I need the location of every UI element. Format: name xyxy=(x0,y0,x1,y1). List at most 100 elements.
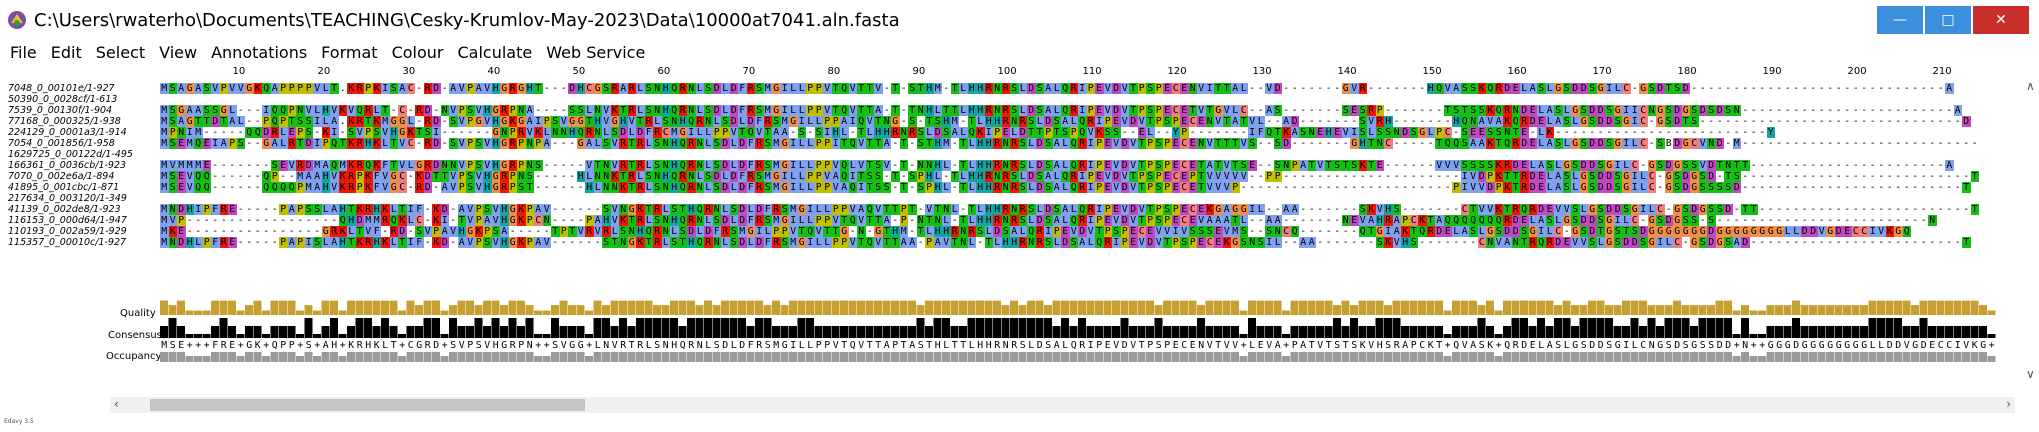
histogram-bar xyxy=(1214,352,1222,362)
sequence-id[interactable]: 7070_0_002e6a/1-894 xyxy=(8,171,115,182)
histogram-bar xyxy=(848,352,857,362)
histogram-bar xyxy=(1656,352,1664,362)
menu-format[interactable]: Format xyxy=(321,42,378,62)
minimize-button[interactable]: — xyxy=(1877,6,1923,34)
menu-web-service[interactable]: Web Service xyxy=(546,42,646,62)
histogram-bar xyxy=(661,318,670,338)
ruler-tick: 40 xyxy=(487,66,501,77)
sequence-id[interactable]: 115357_0_00010c/1-927 xyxy=(8,237,127,248)
histogram-bar xyxy=(1724,300,1732,315)
scroll-right-icon[interactable]: › xyxy=(2006,397,2011,411)
histogram-bar xyxy=(330,352,338,362)
menu-select[interactable]: Select xyxy=(95,42,146,62)
menu-calculate[interactable]: Calculate xyxy=(457,42,533,62)
sequence-row[interactable] xyxy=(160,193,2000,204)
histogram-bar xyxy=(882,352,891,362)
histogram-bar xyxy=(415,326,423,338)
histogram-bar xyxy=(1571,326,1579,338)
histogram-bar xyxy=(1290,300,1299,315)
sequence-id[interactable]: 1629725_0_00122d/1-495 xyxy=(8,149,133,160)
histogram-bar xyxy=(585,334,593,338)
histogram-bar xyxy=(296,310,304,315)
menu-file[interactable]: File xyxy=(10,42,37,62)
histogram-bar xyxy=(1979,305,1987,315)
histogram-bar xyxy=(1537,352,1545,362)
histogram-bar xyxy=(848,326,857,338)
maximize-button[interactable]: □ xyxy=(1925,6,1971,34)
histogram-bar xyxy=(1911,326,1919,338)
histogram-bar xyxy=(1452,352,1460,362)
sequence-row[interactable] xyxy=(160,149,2000,160)
histogram-bar xyxy=(1520,300,1528,315)
sequence-id[interactable]: 116153_0_000d64/1-947 xyxy=(8,215,127,226)
histogram-bar xyxy=(772,326,780,338)
histogram-bar xyxy=(984,300,993,315)
histogram-bar xyxy=(1035,352,1044,362)
histogram-bar xyxy=(1843,326,1851,338)
consensus-histogram xyxy=(160,318,1996,338)
histogram-bar xyxy=(1613,352,1622,362)
sequence-id[interactable]: 217634_0_003120/1-349 xyxy=(8,193,127,204)
histogram-bar xyxy=(202,356,211,362)
vertical-scrollbar[interactable]: ∧ ∨ xyxy=(2023,78,2037,398)
ruler-tick: 190 xyxy=(1762,66,1782,77)
histogram-bar xyxy=(1316,300,1324,315)
histogram-bar xyxy=(729,352,738,362)
horizontal-scrollbar[interactable]: ‹ › xyxy=(110,397,2015,413)
histogram-bar xyxy=(313,334,321,338)
histogram-bar xyxy=(644,318,653,338)
histogram-bar xyxy=(1010,352,1018,362)
histogram-bar xyxy=(1826,305,1834,315)
histogram-bar xyxy=(1316,326,1324,338)
histogram-bar xyxy=(670,318,678,338)
histogram-bar xyxy=(1120,300,1129,315)
histogram-bar xyxy=(704,352,712,362)
histogram-bar xyxy=(1095,352,1103,362)
histogram-bar xyxy=(1435,352,1443,362)
sequence-id[interactable]: 166361_0_0036cb/1-923 xyxy=(8,160,127,171)
sequence-id[interactable]: 41139_0_002de8/1-923 xyxy=(8,204,121,215)
sequence-id[interactable]: 7054_0_001856/1-958 xyxy=(8,138,115,149)
scroll-left-icon[interactable]: ‹ xyxy=(114,397,119,411)
sequence-id[interactable]: 7048_0_00101e/1-927 xyxy=(8,83,115,94)
menu-annotations[interactable]: Annotations xyxy=(211,42,308,62)
histogram-bar xyxy=(993,352,1001,362)
histogram-bar xyxy=(1902,300,1911,315)
ruler-tick: 170 xyxy=(1592,66,1612,77)
histogram-bar xyxy=(1044,305,1052,315)
menu-colour[interactable]: Colour xyxy=(391,42,444,62)
sequence-id[interactable]: 77168_0_000325/1-938 xyxy=(8,116,121,127)
histogram-bar xyxy=(236,310,245,315)
sequence-id[interactable]: 7539_0_00130f/1-904 xyxy=(8,105,113,116)
histogram-bar xyxy=(1562,352,1571,362)
histogram-bar xyxy=(185,356,194,362)
histogram-bar xyxy=(1333,352,1341,362)
histogram-bar xyxy=(780,352,789,362)
sequence-id[interactable]: 50390_0_0028cf/1-613 xyxy=(8,94,118,105)
sequence-id[interactable]: 224129_0_0001a3/1-914 xyxy=(8,127,127,138)
close-button[interactable]: ✕ xyxy=(1973,6,2029,34)
histogram-bar xyxy=(1163,326,1171,338)
sequence-id[interactable]: 41895_0_001cbc/1-871 xyxy=(8,182,120,193)
sequence-id[interactable]: 110193_0_002a59/1-929 xyxy=(8,226,127,237)
ruler-tick: 30 xyxy=(402,66,416,77)
histogram-bar xyxy=(338,334,347,338)
horizontal-scroll-thumb[interactable] xyxy=(150,399,585,411)
menu-edit[interactable]: Edit xyxy=(50,42,82,62)
histogram-bar xyxy=(959,352,967,362)
menu-view[interactable]: View xyxy=(159,42,198,62)
sequence-row[interactable] xyxy=(160,94,2000,105)
